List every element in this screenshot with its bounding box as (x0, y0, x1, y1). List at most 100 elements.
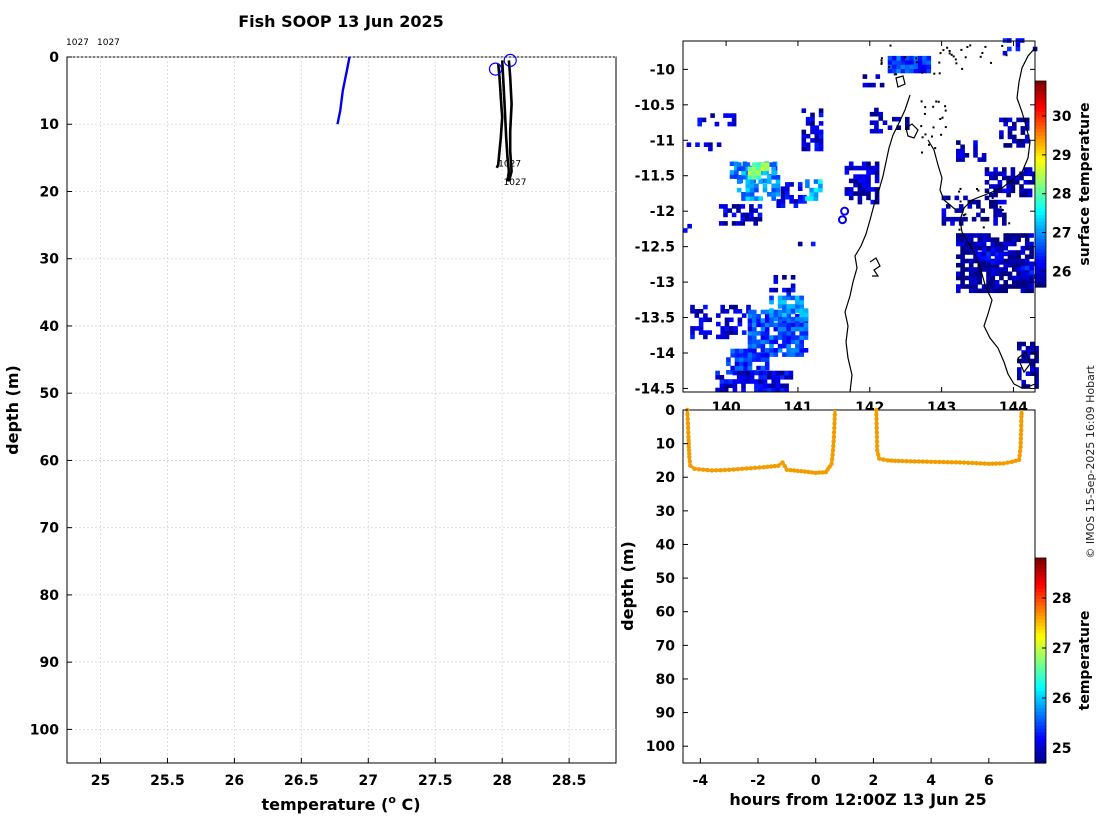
sst-pixel (786, 322, 791, 328)
sst-pixel (866, 170, 871, 175)
y-tick-label: 40 (40, 319, 60, 335)
sst-pixel (723, 221, 728, 226)
sst-pixel (749, 375, 755, 380)
colorbar-segment (1035, 694, 1046, 699)
ship-position-marker (840, 206, 850, 216)
sst-pixel (1029, 288, 1034, 294)
sst-pixel (1021, 341, 1026, 347)
reef-island (915, 61, 918, 64)
sst-pixel (874, 199, 880, 205)
sst-pixel (973, 233, 978, 238)
sst-pixel (760, 166, 766, 172)
sst-pixel (749, 192, 755, 197)
sst-pixel (797, 182, 803, 187)
sst-pixel (1002, 171, 1007, 177)
sst-pixel (905, 55, 910, 61)
sst-pixel (913, 60, 919, 65)
depth-sample-point (1019, 428, 1024, 433)
cast-start-marker (488, 62, 503, 76)
sst-pixel (805, 146, 811, 152)
sst-pixel (771, 387, 776, 393)
colorbar-segment (1035, 149, 1046, 154)
sst-pixel (756, 318, 761, 323)
depth-sample-point (874, 443, 880, 449)
sst-pixel (752, 357, 757, 362)
sst-pixel (758, 383, 763, 389)
reef-island (928, 143, 930, 146)
sst-pixel (1032, 180, 1037, 185)
sst-pixel (973, 275, 978, 281)
colorbar-segment (1035, 643, 1046, 648)
sst-pixel (818, 142, 824, 147)
depth-sample-point (820, 470, 825, 475)
x-tick-label: 6 (984, 773, 994, 789)
reef-island (958, 228, 961, 231)
sst-pixel (1029, 284, 1034, 289)
sst-pixel (813, 179, 819, 184)
colorbar-segment (1035, 201, 1046, 206)
sst-pixel (905, 116, 910, 122)
temperature-profile-panel: 25 25.5 26 26.5 27 27.5 28 28.5 0 10 20 30 40 50 60 70 8… (3, 12, 617, 814)
sst-pixel (773, 275, 779, 280)
depth-sample-point (1019, 419, 1024, 424)
sst-pixel (990, 237, 996, 242)
sst-pixel (801, 142, 807, 147)
sst-pixel (981, 288, 987, 294)
sst-pixel (764, 326, 770, 332)
sst-pixel (984, 195, 990, 201)
sst-pixel (814, 142, 820, 147)
colorbar-segment (1035, 609, 1046, 614)
sst-pixel (801, 138, 807, 143)
sst-pixel (747, 365, 753, 371)
sst-pixel (752, 175, 757, 180)
sst-pixel (733, 309, 738, 314)
sst-pixel (773, 335, 779, 340)
sst-pixel (764, 318, 770, 323)
colorbar-tick-label: 26 (1052, 264, 1071, 280)
sst-pixel (964, 284, 970, 289)
sst-pixel (734, 161, 739, 167)
sst-pixel (753, 221, 758, 226)
sst-pixel (799, 348, 804, 353)
sst-pixel (977, 245, 983, 251)
sst-pixel (758, 375, 763, 380)
reef-island (920, 125, 923, 128)
sst-pixel (976, 199, 981, 205)
colorbar-segment (1035, 585, 1046, 590)
depth-sample-point (780, 460, 785, 465)
depth-sample-point (933, 459, 938, 465)
sst-pixel (745, 196, 751, 201)
sst-pixel (1002, 212, 1007, 218)
sst-pixel (760, 357, 766, 362)
reef-island (984, 45, 987, 48)
colorbar-segment (1035, 708, 1046, 713)
sst-pixel (760, 322, 766, 328)
sst-pixel (736, 179, 742, 184)
sst-pixel (795, 335, 800, 340)
y-tick-label: -13.5 (635, 311, 675, 327)
depth-sample-point (1018, 440, 1023, 445)
sst-pixel (874, 165, 880, 171)
sst-pixel (1002, 167, 1007, 172)
sst-pixel (715, 387, 720, 393)
sst-pixel (799, 318, 804, 323)
sst-pixel (754, 370, 759, 376)
sst-pixel (866, 191, 871, 196)
sst-pixel (980, 208, 985, 213)
sst-pixel (752, 162, 757, 167)
sst-pixel (964, 258, 970, 264)
sst-pixel (782, 299, 787, 305)
sst-pixel (697, 117, 702, 123)
sst-pixel (1003, 284, 1008, 289)
colorbar-tick-label: 29 (1052, 148, 1071, 164)
sst-pixel (999, 275, 1004, 281)
sst-pixel (799, 339, 804, 345)
sst-pixel (1010, 171, 1016, 177)
sst-pixel (775, 379, 781, 384)
sst-pixel (790, 331, 796, 336)
sst-pixel (726, 357, 731, 362)
depth-sample-point (953, 460, 959, 465)
sst-pixel (708, 142, 713, 147)
sst-pixel (729, 326, 734, 331)
sst-pixel (1025, 345, 1031, 351)
